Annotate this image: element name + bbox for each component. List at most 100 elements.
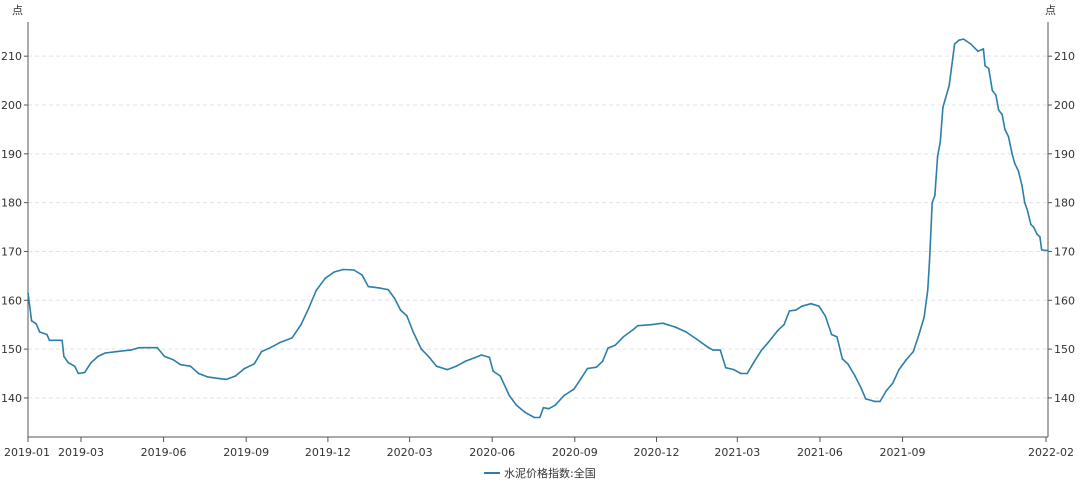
y-tick-label-left: 210 bbox=[1, 50, 22, 63]
y-tick-label-left: 180 bbox=[1, 197, 22, 210]
data-point bbox=[982, 48, 985, 50]
data-point bbox=[948, 84, 950, 87]
data-point bbox=[90, 362, 92, 364]
data-point bbox=[841, 358, 844, 360]
data-point bbox=[48, 339, 51, 342]
data-point bbox=[473, 357, 476, 359]
x-tick-label: 2019-06 bbox=[141, 446, 187, 459]
data-point bbox=[393, 297, 396, 299]
data-point bbox=[885, 389, 888, 392]
data-point bbox=[580, 377, 582, 380]
data-point bbox=[674, 326, 677, 328]
data-point bbox=[446, 368, 449, 371]
data-point bbox=[860, 387, 862, 390]
data-point bbox=[891, 382, 894, 385]
data-point bbox=[824, 315, 827, 317]
data-point bbox=[138, 346, 141, 349]
data-point bbox=[942, 106, 944, 109]
data-point bbox=[873, 400, 876, 403]
data-point bbox=[995, 94, 997, 96]
data-point bbox=[315, 289, 318, 292]
data-point bbox=[539, 416, 541, 419]
data-point bbox=[515, 404, 518, 407]
data-point bbox=[1004, 128, 1006, 131]
data-point bbox=[962, 38, 965, 40]
data-point bbox=[1047, 249, 1049, 252]
y-tick-label-left: 190 bbox=[1, 148, 22, 161]
data-point bbox=[685, 331, 687, 333]
data-point bbox=[27, 292, 29, 294]
x-tick-label: 2020-09 bbox=[552, 446, 598, 459]
x-tick-label: 2020-03 bbox=[387, 446, 433, 459]
data-point bbox=[308, 306, 310, 309]
data-point bbox=[342, 268, 345, 271]
data-point bbox=[333, 271, 336, 273]
data-point bbox=[864, 398, 867, 400]
y-tick-label-right: 170 bbox=[1054, 245, 1075, 258]
data-point bbox=[480, 354, 483, 356]
data-point bbox=[427, 355, 430, 358]
data-point bbox=[595, 366, 598, 369]
data-point bbox=[412, 331, 415, 333]
data-point bbox=[917, 334, 920, 337]
data-point bbox=[435, 365, 438, 368]
y-tick-label-left: 140 bbox=[1, 392, 22, 405]
data-point bbox=[253, 363, 256, 365]
data-point bbox=[563, 394, 565, 397]
x-tick-label: 2022-02 bbox=[1028, 446, 1074, 459]
data-point bbox=[67, 362, 70, 364]
data-point bbox=[788, 310, 791, 312]
data-point bbox=[1014, 162, 1016, 165]
data-point bbox=[801, 305, 803, 308]
x-tick-label: 2021-09 bbox=[880, 446, 926, 459]
data-point bbox=[931, 201, 933, 204]
series-line-0 bbox=[27, 38, 1049, 419]
data-point bbox=[740, 372, 742, 375]
data-point bbox=[83, 371, 86, 374]
series-group bbox=[27, 38, 1049, 419]
legend-label: 水泥价格指数:全国 bbox=[504, 466, 596, 480]
data-point bbox=[61, 339, 63, 342]
y-axis-unit-left: 点 bbox=[12, 4, 23, 17]
data-point bbox=[1023, 201, 1026, 204]
data-point bbox=[753, 360, 756, 363]
data-point bbox=[464, 360, 467, 363]
data-point bbox=[387, 288, 389, 291]
data-point bbox=[847, 363, 849, 365]
data-point bbox=[732, 368, 735, 371]
data-point bbox=[636, 324, 639, 327]
data-point bbox=[77, 372, 80, 375]
data-point bbox=[712, 349, 714, 351]
data-point bbox=[524, 411, 527, 414]
data-point bbox=[997, 109, 1000, 111]
y-tick-label-left: 200 bbox=[1, 99, 22, 112]
data-point bbox=[724, 366, 727, 369]
data-point bbox=[836, 336, 838, 338]
data-point bbox=[163, 355, 166, 358]
data-point bbox=[554, 404, 556, 407]
y-tick-label-right: 150 bbox=[1054, 343, 1075, 356]
data-point bbox=[455, 365, 458, 368]
data-point bbox=[760, 349, 763, 351]
data-point bbox=[508, 394, 511, 397]
data-point bbox=[776, 329, 779, 332]
data-point bbox=[768, 341, 770, 343]
data-point bbox=[63, 355, 65, 358]
y-axis-unit-right: 点 bbox=[1045, 4, 1056, 17]
data-point bbox=[1007, 135, 1010, 138]
data-point bbox=[499, 375, 502, 377]
data-point bbox=[1039, 236, 1041, 238]
data-point bbox=[939, 140, 942, 143]
data-point bbox=[586, 367, 589, 370]
x-tick-label: 2021-06 bbox=[797, 446, 843, 459]
x-tick-label: 2019-12 bbox=[305, 446, 351, 459]
y-ticks: 140 140 150 150 160 160 170 170 180 180 190 190 200 2… bbox=[1, 50, 1075, 405]
data-point bbox=[206, 376, 209, 378]
data-point bbox=[38, 331, 41, 333]
y-tick-label-right: 180 bbox=[1054, 197, 1075, 210]
data-point bbox=[601, 360, 604, 363]
data-point bbox=[607, 347, 609, 349]
data-point bbox=[1011, 153, 1013, 155]
data-point bbox=[30, 320, 33, 322]
